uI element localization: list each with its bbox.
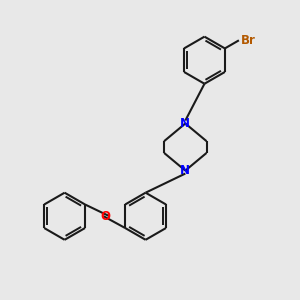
Text: Br: Br <box>241 34 256 47</box>
Text: O: O <box>100 210 110 223</box>
Text: N: N <box>180 164 190 177</box>
Text: N: N <box>180 117 190 130</box>
